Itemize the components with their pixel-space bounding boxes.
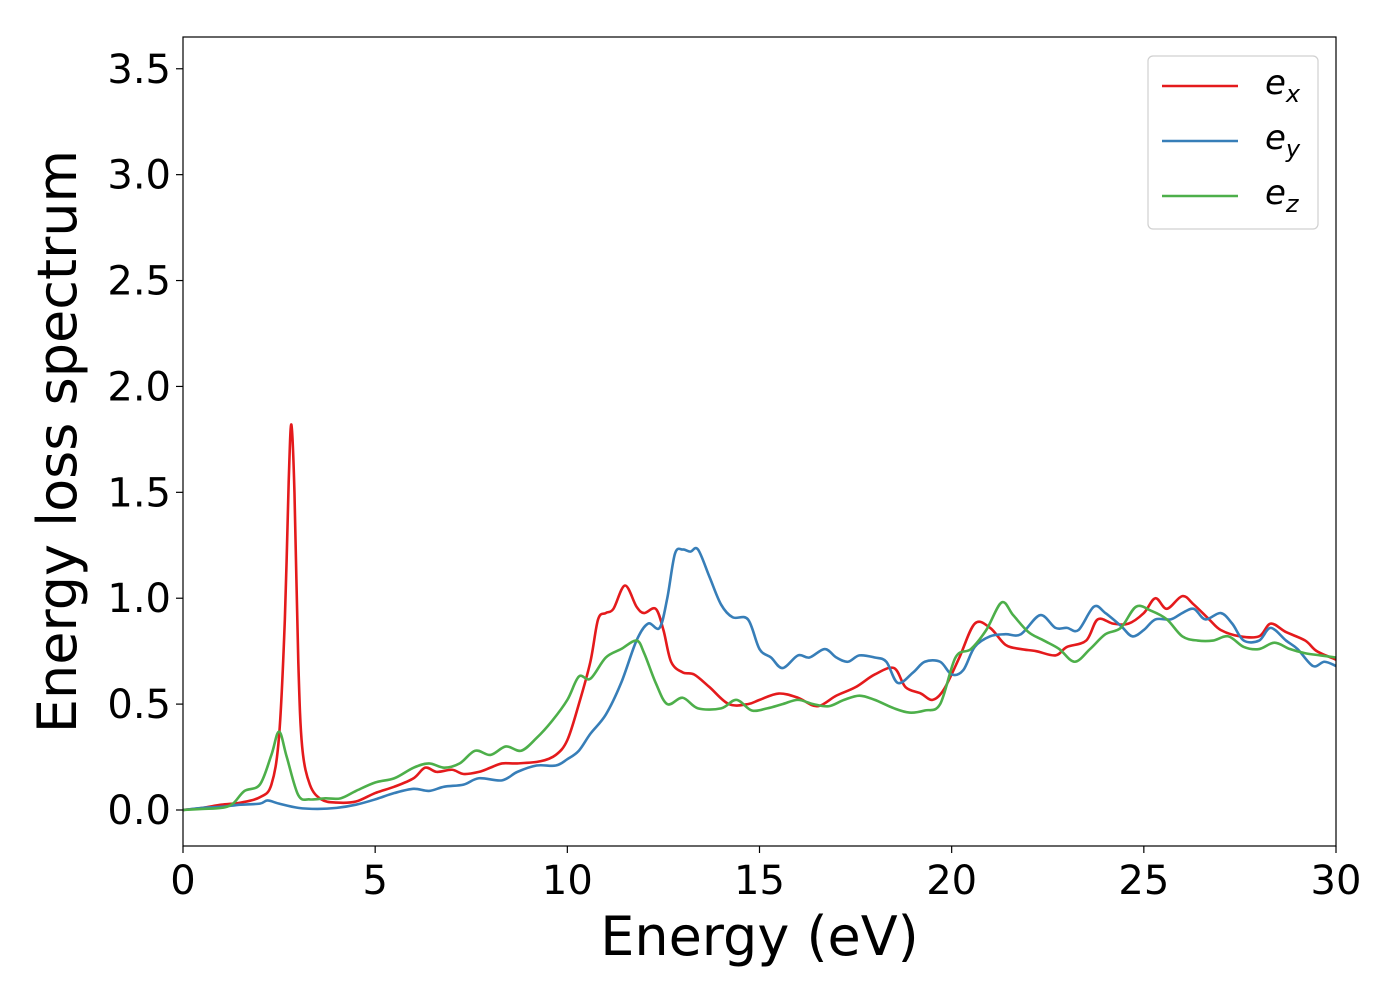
y-tick-label: 0.5 [107, 682, 171, 728]
x-axis-label: Energy (eV) [600, 905, 919, 968]
y-tick-label: 0.0 [107, 788, 171, 834]
y-tick-label: 1.0 [107, 576, 171, 622]
legend-box [1147, 55, 1319, 230]
series-layer [183, 423, 1336, 812]
x-tick-label: 10 [542, 858, 593, 904]
series-line-x [183, 423, 1336, 812]
x-tick-label: 15 [734, 858, 785, 904]
y-tick-label: 3.0 [107, 153, 171, 199]
series-line-y [183, 546, 1336, 812]
x-tick-label: 25 [1118, 858, 1169, 904]
y-tick-label: 3.5 [107, 47, 171, 93]
x-tick-label: 0 [170, 858, 195, 904]
y-tick-label: 2.0 [107, 364, 171, 410]
x-tick-label: 5 [362, 858, 387, 904]
y-tick-label: 1.5 [107, 470, 171, 516]
y-tick-label: 2.5 [107, 259, 171, 305]
x-tick-label: 30 [1311, 858, 1362, 904]
series-line-z [183, 600, 1336, 812]
x-tick-label: 20 [926, 858, 977, 904]
y-axis-label: Energy loss spectrum [26, 150, 89, 733]
axes-layer: 0 5 10 15 20 25 30 0.0 0.5 1.0 1.5 2.0 2.5 3.0 3.5 [107, 36, 1362, 904]
